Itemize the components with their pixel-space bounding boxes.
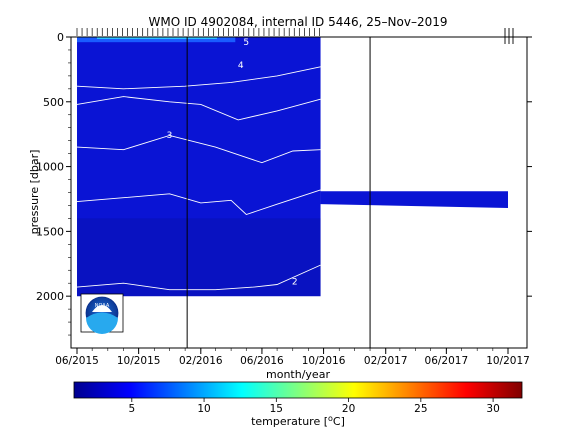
y-tick-label: 2000 <box>36 290 64 303</box>
y-tick-label: 1000 <box>36 161 64 174</box>
y-axis-label: pressure [dbar] <box>28 150 41 235</box>
isotherm-line <box>76 66 321 90</box>
colorbar-tick-label: 25 <box>414 403 427 415</box>
y-tick-label: 1500 <box>36 225 64 238</box>
x-tick-label: 10/2017 <box>486 355 530 367</box>
noaa-logo: NOAA <box>80 293 124 334</box>
x-axis-label: month/year <box>266 368 330 381</box>
isotherm-layer: 4 3 2 5 <box>76 38 321 291</box>
surface-warm-strip <box>97 37 217 39</box>
colorbar-label: temperature [oC] <box>251 414 345 428</box>
colorbar <box>73 381 523 399</box>
colorbar-tick-label: 10 <box>197 403 210 415</box>
svg-text:NOAA: NOAA <box>95 303 110 309</box>
colorbar-tick-label: 30 <box>486 403 499 415</box>
x-tick-label: 02/2017 <box>364 355 408 367</box>
x-tick-label: 10/2015 <box>117 355 161 367</box>
isotherm-line <box>76 96 321 121</box>
isotherm-label: 2 <box>292 278 298 288</box>
deep-water-field <box>77 218 321 297</box>
colorbar-ticks: 5 10 15 20 25 30 <box>128 398 500 415</box>
x-tick-label: 06/2017 <box>425 355 469 367</box>
colorbar-tick-label: 5 <box>128 403 135 415</box>
x-tick-label: 06/2015 <box>55 355 99 367</box>
isotherm-line <box>76 264 321 291</box>
x-axis: 06/2015 10/2015 02/2016 06/2016 10/2016 02/20… <box>55 348 530 367</box>
profile-ticks <box>76 28 514 44</box>
surface-layer <box>77 37 236 43</box>
colorbar-tick-label: 15 <box>270 403 283 415</box>
isotherm-line <box>76 189 321 216</box>
chart-title: WMO ID 4902084, internal ID 5446, 25–Nov… <box>149 15 448 29</box>
y-tick-label: 0 <box>57 31 64 44</box>
isotherm-label: 5 <box>243 38 249 48</box>
extrapolated-band <box>320 191 508 209</box>
plot-data-layer <box>77 37 508 297</box>
colorbar-tick-label: 20 <box>342 403 355 415</box>
x-tick-label: 02/2016 <box>179 355 223 367</box>
isotherm-label: 4 <box>238 61 244 71</box>
isotherm-line <box>76 135 321 164</box>
vertical-lines <box>186 37 371 348</box>
y-tick-label: 500 <box>43 96 64 109</box>
y-axis: 0 500 1000 1500 2000 <box>36 31 532 336</box>
isotherm-label: 3 <box>167 131 173 141</box>
x-tick-label: 10/2016 <box>302 355 346 367</box>
x-tick-label: 06/2016 <box>240 355 284 367</box>
